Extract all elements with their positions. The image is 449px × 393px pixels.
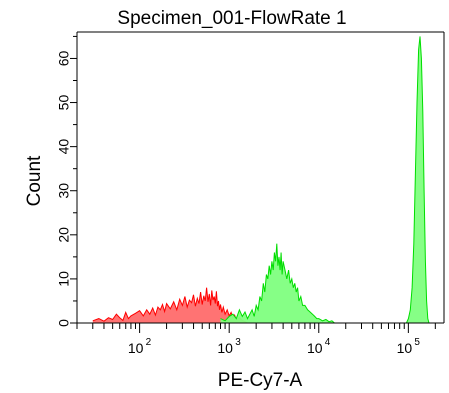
x-tick-exponent: 4 xyxy=(325,337,331,348)
x-tick-exponent: 2 xyxy=(146,337,152,348)
x-tick-label: 10 xyxy=(307,340,323,356)
y-tick-label: 40 xyxy=(56,139,72,155)
x-tick-exponent: 5 xyxy=(414,337,420,348)
x-axis-title: PE-Cy7-A xyxy=(218,370,303,391)
series-green-peak2-line xyxy=(405,36,430,324)
series-green-line xyxy=(220,243,335,324)
series-red-line xyxy=(92,287,248,324)
x-tick-label: 10 xyxy=(128,340,144,356)
y-tick-label: 10 xyxy=(56,271,72,287)
series-red-area xyxy=(92,287,248,323)
y-tick-label: 30 xyxy=(56,183,72,199)
y-axis-title: Count xyxy=(24,155,45,206)
y-tick-label: 50 xyxy=(56,95,72,111)
chart-title: Specimen_001-FlowRate 1 xyxy=(117,8,346,29)
y-tick-label: 20 xyxy=(56,227,72,243)
y-tick-label: 60 xyxy=(56,50,72,66)
x-tick-exponent: 3 xyxy=(235,337,241,348)
series-green-area xyxy=(220,243,335,323)
series-green-peak2-area xyxy=(406,36,429,324)
y-tick-label: 0 xyxy=(56,319,72,327)
x-tick-label: 10 xyxy=(397,340,413,356)
x-tick-label: 10 xyxy=(217,340,233,356)
plot-layer xyxy=(92,36,430,324)
